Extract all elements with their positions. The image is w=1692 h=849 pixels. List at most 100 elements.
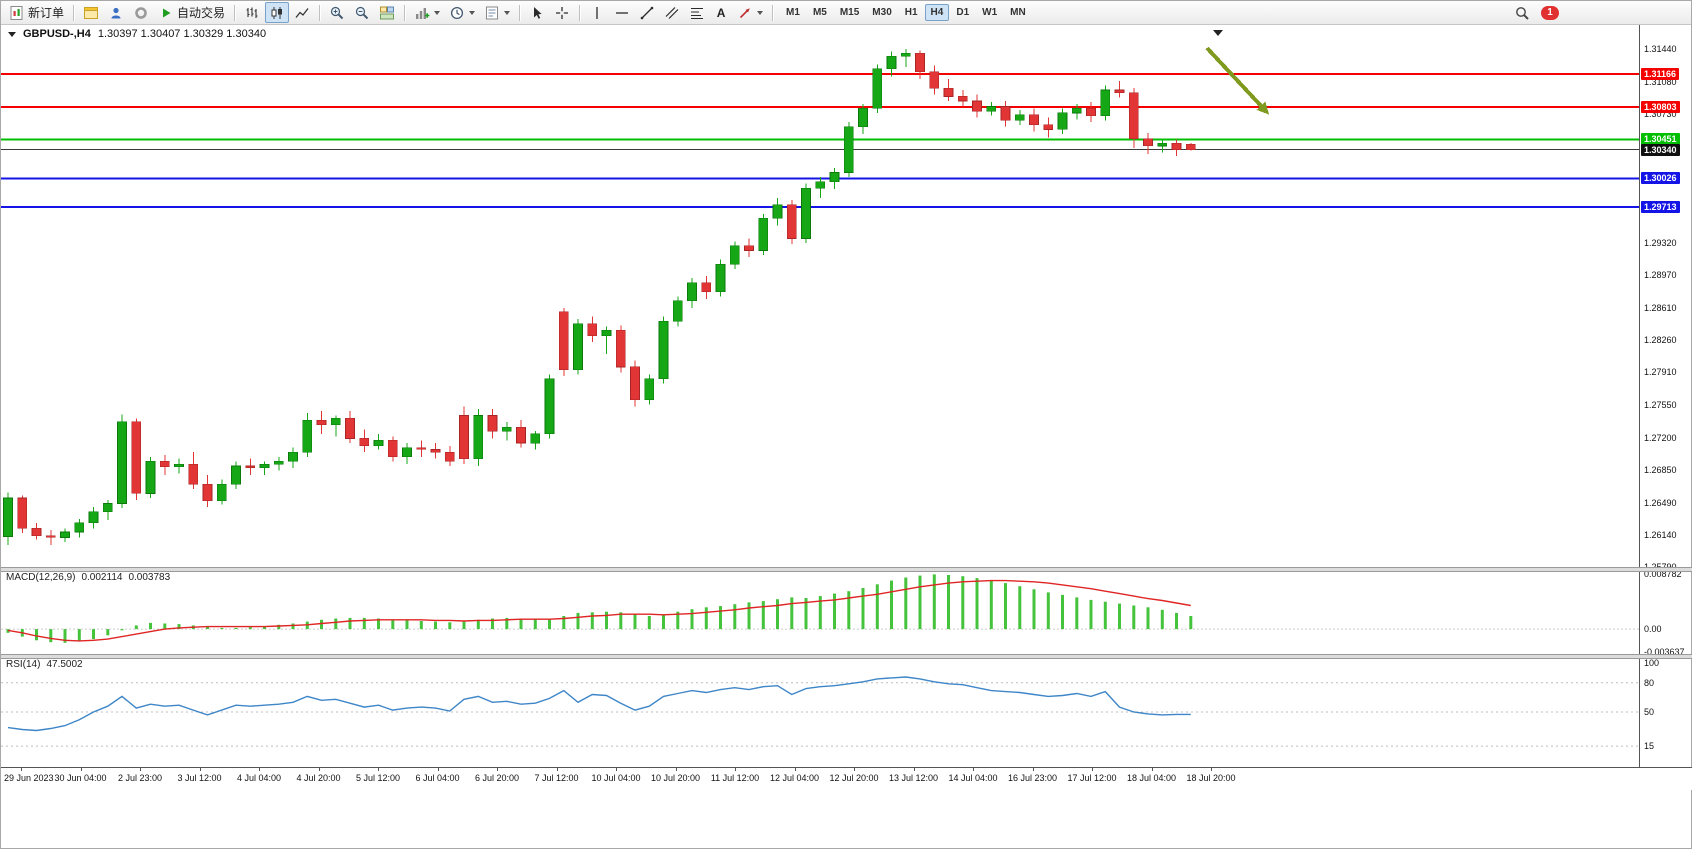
- profiles-button[interactable]: [104, 2, 128, 23]
- text-tool-button[interactable]: A: [710, 2, 732, 23]
- candle-series: [3, 48, 1196, 545]
- rsi-line: [7, 676, 1191, 732]
- zoom-out-button[interactable]: [350, 2, 374, 23]
- price-tick: 1.27910: [1644, 367, 1677, 378]
- new-order-icon: [9, 5, 25, 21]
- search-button[interactable]: [1510, 2, 1534, 23]
- chart-collapse-icon[interactable]: [8, 31, 16, 37]
- channel-tool-button[interactable]: [660, 2, 684, 23]
- crosshair-button[interactable]: [550, 2, 574, 23]
- time-axis-label: 12 Jul 20:00: [829, 773, 879, 783]
- price-tick: 1.28610: [1644, 303, 1677, 314]
- toolbar-separator: [319, 4, 321, 21]
- text-tool-icon: A: [716, 5, 726, 20]
- charts-window-icon: [83, 5, 99, 21]
- notification-badge[interactable]: 1: [1541, 5, 1559, 20]
- time-axis-label: 17 Jul 12:00: [1067, 773, 1117, 783]
- autotrading-button[interactable]: 自动交易: [154, 2, 229, 23]
- chart-shift-marker[interactable]: [1213, 30, 1223, 36]
- fibonacci-tool-button[interactable]: [685, 2, 709, 23]
- macd-histogram: [6, 574, 1193, 643]
- time-axis-label: 30 Jun 04:00: [54, 773, 107, 783]
- pane-separator[interactable]: [1, 654, 1692, 659]
- time-axis-label: 18 Jul 20:00: [1186, 773, 1236, 783]
- fibonacci-icon: [689, 5, 705, 21]
- market-watch-icon: [133, 5, 149, 21]
- price-scale[interactable]: 1.314401.310801.307301.303701.293201.289…: [1639, 24, 1691, 767]
- time-axis-tick: [437, 768, 439, 771]
- trend-arrow-annotation[interactable]: [1205, 46, 1270, 115]
- time-axis-tick: [675, 768, 677, 771]
- toolbar-separator: [404, 4, 406, 21]
- cursor-button[interactable]: [525, 2, 549, 23]
- trendline-icon: [639, 5, 655, 21]
- market-watch-button[interactable]: [129, 2, 153, 23]
- time-axis[interactable]: 29 Jun 2023 30 Jun 04:00 2 Jul 23:00 3 Jul …: [1, 767, 1692, 790]
- bar-chart-type-button[interactable]: [240, 2, 264, 23]
- periods-button[interactable]: [445, 2, 479, 23]
- rsi-name: RSI(14): [6, 659, 41, 670]
- macd-pane[interactable]: [1, 570, 1641, 654]
- price-level-badge: 1.30451: [1641, 133, 1680, 146]
- time-axis-label: 7 Jul 12:00: [534, 773, 579, 783]
- rsi-label: RSI(14) 47.5002: [6, 659, 83, 670]
- time-axis-tick: [259, 768, 260, 771]
- rsi-scale-label: 50: [1644, 707, 1655, 717]
- macd-signal-value: 0.003783: [128, 572, 171, 583]
- indicators-button[interactable]: [410, 2, 444, 23]
- zoom-in-icon: [329, 5, 345, 21]
- timeframe-button-h1[interactable]: H1: [904, 7, 918, 18]
- time-axis-label: 6 Jul 04:00: [415, 773, 460, 783]
- time-axis-tick: [973, 768, 974, 771]
- time-axis-label: 29 Jun 2023: [4, 773, 54, 783]
- time-axis-tick: [80, 768, 82, 771]
- timeframe-button-mn[interactable]: MN: [1010, 7, 1026, 18]
- horizontal-line-icon: [614, 5, 630, 21]
- time-axis-tick: [616, 768, 617, 771]
- price-tick: 1.29320: [1644, 238, 1677, 249]
- trendline-tool-button[interactable]: [635, 2, 659, 23]
- vertical-line-tool-button[interactable]: [585, 2, 609, 23]
- pane-separator[interactable]: [1, 567, 1692, 572]
- timeframe-button-m30[interactable]: M30: [872, 7, 892, 18]
- toolbar-separator: [234, 4, 236, 21]
- timeframe-button-w1[interactable]: W1: [982, 7, 998, 18]
- horizontal-level-lines[interactable]: [1, 72, 1641, 209]
- charts-window-button[interactable]: [79, 2, 103, 23]
- zoom-in-button[interactable]: [325, 2, 349, 23]
- timeframe-button-m5[interactable]: M5: [812, 7, 827, 18]
- chevron-down-icon: [434, 10, 441, 15]
- timeframe-button-m15[interactable]: M15: [839, 7, 860, 18]
- time-axis-tick: [199, 768, 201, 771]
- price-tick: 1.30730: [1644, 108, 1677, 119]
- time-axis-label: 16 Jul 23:00: [1007, 773, 1058, 783]
- time-axis-tick: [140, 768, 141, 771]
- profiles-icon: [108, 5, 124, 21]
- time-axis-tick: [913, 768, 915, 771]
- new-order-button[interactable]: 新订单: [5, 2, 68, 23]
- timeframe-button-m1[interactable]: M1: [786, 7, 800, 18]
- price-tick: 1.31440: [1644, 43, 1677, 54]
- rsi-pane[interactable]: [1, 657, 1641, 767]
- tile-windows-button[interactable]: [375, 2, 399, 23]
- horizontal-line-tool-button[interactable]: [610, 2, 634, 23]
- candlestick-type-button[interactable]: [265, 2, 290, 23]
- price-chart[interactable]: [1, 24, 1641, 567]
- arrows-tool-button[interactable]: [733, 2, 767, 23]
- time-axis-tick: [794, 768, 796, 771]
- rsi-scale-label: 100: [1644, 658, 1660, 669]
- time-axis-label: 10 Jul 20:00: [650, 773, 701, 783]
- timeframe-button-h4[interactable]: H4: [924, 4, 950, 21]
- timeframe-button-d1[interactable]: D1: [956, 7, 970, 18]
- toolbar-separator: [579, 4, 581, 21]
- chevron-down-icon: [504, 10, 511, 15]
- time-axis-label: 11 Jul 12:00: [710, 773, 760, 783]
- price-tick: 1.28970: [1644, 270, 1677, 281]
- chart-ohlc-values: 1.30397 1.30407 1.30329 1.30340: [97, 28, 267, 40]
- toolbar-separator: [73, 4, 75, 21]
- templates-button[interactable]: [480, 2, 514, 23]
- time-axis-label: 5 Jul 12:00: [355, 773, 401, 783]
- line-chart-type-button[interactable]: [290, 2, 314, 23]
- price-tick: 1.26490: [1644, 497, 1677, 508]
